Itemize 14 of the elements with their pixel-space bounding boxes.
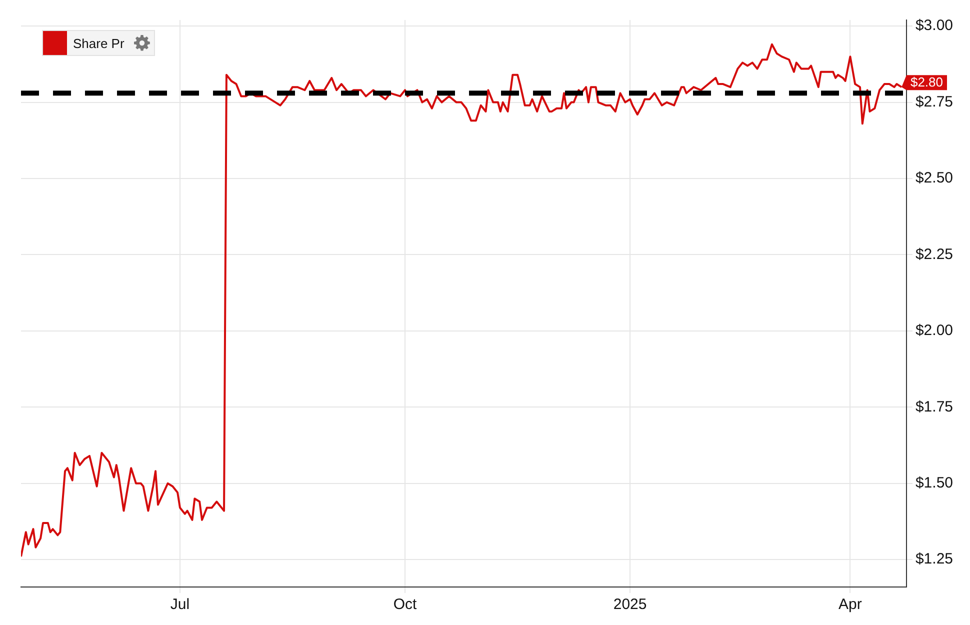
x-tick-label: Oct: [393, 596, 418, 614]
x-tick-label: 2025: [613, 596, 647, 614]
y-tick-label: $2.75: [915, 93, 954, 110]
y-tick-label: $1.75: [915, 398, 954, 416]
y-tick-label: $2.50: [915, 170, 954, 187]
legend-label: Share Pr: [72, 36, 126, 50]
y-tick-label: $1.25: [915, 550, 954, 568]
y-tick-label: $1.50: [915, 474, 954, 492]
annotation: $2.80: [910, 74, 944, 90]
y-tick-label: $3.00: [915, 17, 954, 34]
x-tick-label: Jul: [170, 596, 190, 614]
y-tick-label: $2.25: [915, 246, 954, 263]
x-tick-label: Apr: [838, 596, 862, 614]
y-tick-label: $2.00: [915, 322, 954, 340]
